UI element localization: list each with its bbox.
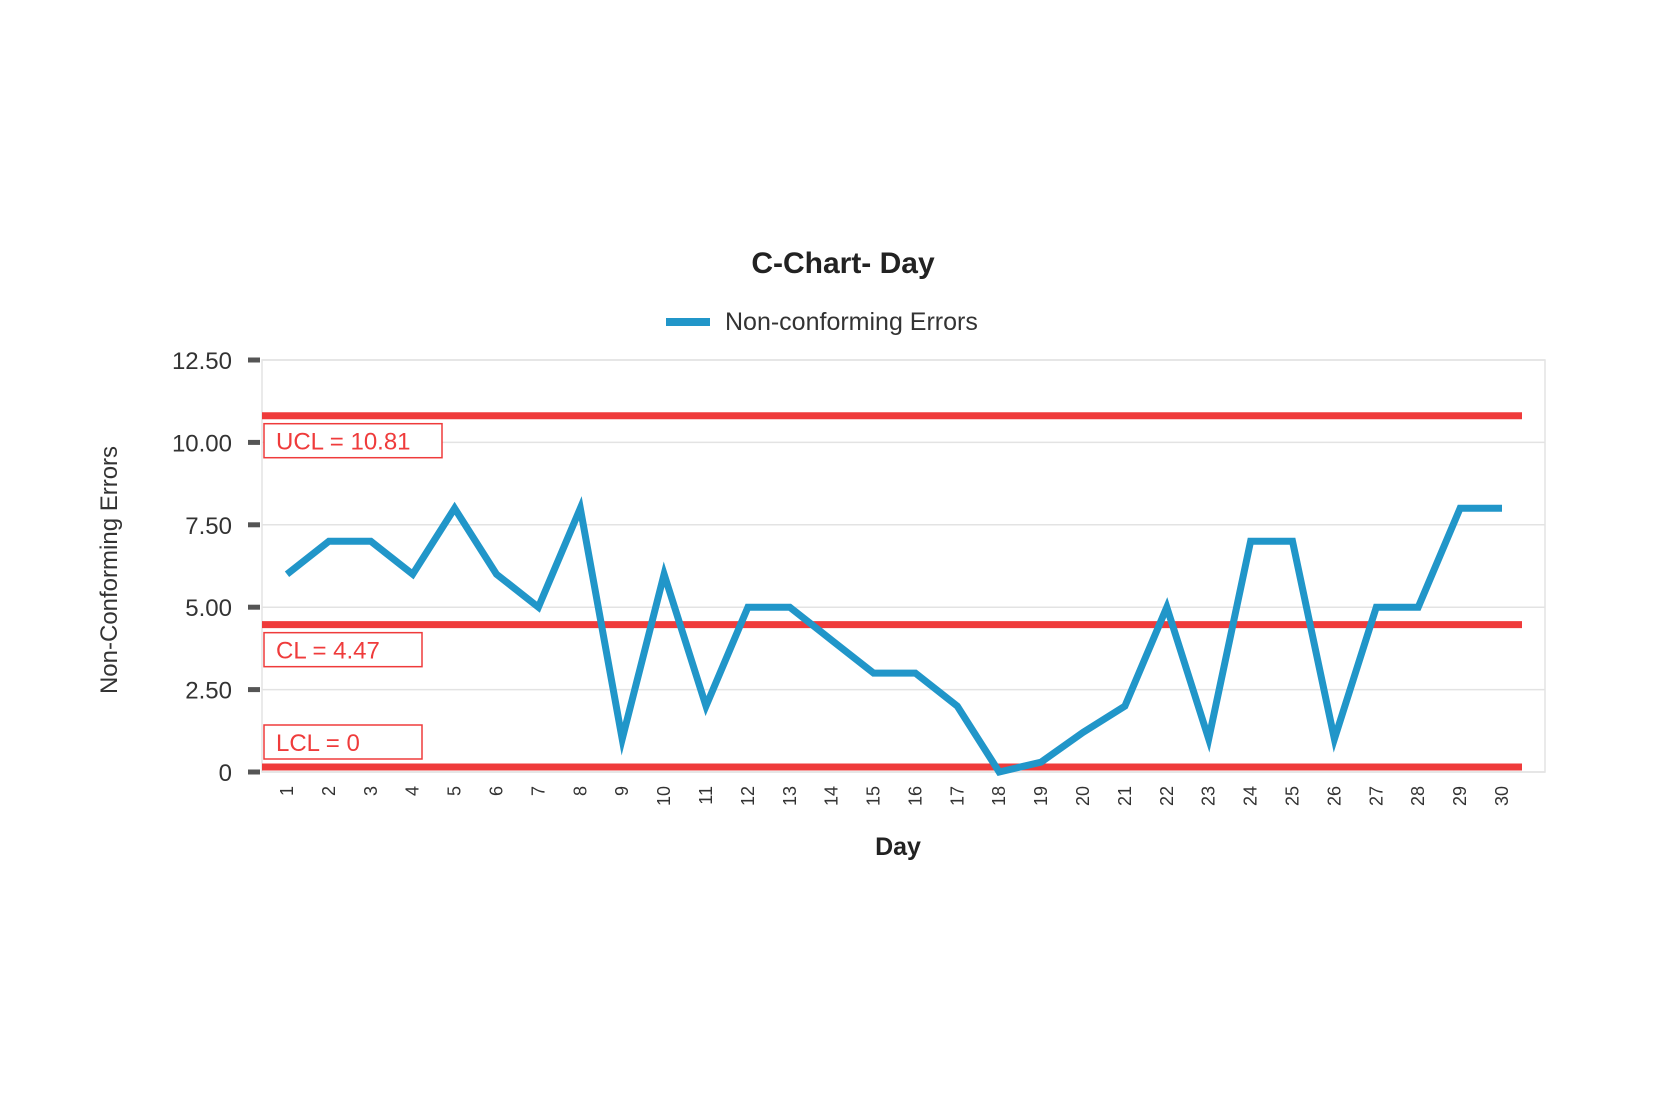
x-tick-label: 8 bbox=[570, 786, 590, 796]
x-axis-title: Day bbox=[875, 833, 921, 861]
x-tick-label: 26 bbox=[1324, 786, 1344, 806]
control-label-box bbox=[263, 631, 423, 668]
y-axis: 0 2.50 5.00 7.50 10.00 12.50 bbox=[172, 348, 260, 787]
legend-label: Non-conforming Errors bbox=[725, 308, 978, 336]
x-tick-label: 27 bbox=[1366, 786, 1386, 806]
legend-swatch bbox=[666, 318, 710, 326]
x-tick-label: 2 bbox=[319, 786, 339, 796]
y-tick-label: 0 bbox=[219, 760, 232, 787]
x-tick-label: 28 bbox=[1408, 786, 1428, 806]
control-label: UCL = 10.81 bbox=[276, 429, 411, 456]
control-label-box bbox=[263, 422, 443, 459]
x-tick-label: 24 bbox=[1241, 786, 1261, 806]
x-tick-label: 20 bbox=[1073, 786, 1093, 806]
x-tick-label: 22 bbox=[1157, 786, 1177, 806]
x-axis: 1 2 3 4 5 6 7 8 9 10 11 12 13 14 15 16 17 18 19 20 21 22 23 24 2… bbox=[277, 786, 1512, 806]
x-tick-label: 5 bbox=[445, 786, 465, 796]
x-tick-label: 23 bbox=[1199, 786, 1219, 806]
y-tick-label: 7.50 bbox=[185, 513, 232, 540]
y-tick-label: 5.00 bbox=[185, 595, 232, 622]
x-tick-label: 12 bbox=[738, 786, 758, 806]
y-axis-title: Non-Conforming Errors bbox=[96, 446, 123, 694]
y-tick-label: 2.50 bbox=[185, 678, 232, 705]
x-tick-label: 4 bbox=[403, 786, 423, 796]
plot-area bbox=[261, 359, 1546, 773]
x-tick-label: 17 bbox=[947, 786, 967, 806]
x-tick-label: 25 bbox=[1283, 786, 1303, 806]
x-tick-label: 3 bbox=[361, 786, 381, 796]
x-tick-label: 30 bbox=[1492, 786, 1512, 806]
x-tick-label: 1 bbox=[277, 786, 297, 796]
series-line bbox=[284, 496, 1502, 776]
legend: Non-conforming Errors bbox=[666, 308, 978, 336]
plot-border bbox=[261, 359, 1546, 773]
x-tick-label: 9 bbox=[612, 786, 632, 796]
x-tick-label: 6 bbox=[486, 786, 506, 796]
control-label-box bbox=[263, 724, 423, 760]
x-tick-label: 29 bbox=[1450, 786, 1470, 806]
gridlines bbox=[262, 359, 1545, 773]
series-non-conforming-errors bbox=[284, 496, 1503, 776]
x-tick-label: 7 bbox=[528, 786, 548, 796]
x-tick-label: 15 bbox=[864, 786, 884, 806]
control-label: CL = 4.47 bbox=[276, 638, 380, 665]
x-tick-label: 21 bbox=[1115, 786, 1135, 806]
y-tick-label: 12.50 bbox=[172, 348, 232, 375]
control-label: LCL = 0 bbox=[276, 730, 360, 757]
x-tick-label: 14 bbox=[822, 786, 842, 806]
x-tick-label: 11 bbox=[696, 786, 716, 805]
x-tick-label: 16 bbox=[905, 786, 925, 806]
x-tick-label: 10 bbox=[654, 786, 674, 806]
y-tick-label: 10.00 bbox=[172, 430, 232, 457]
x-tick-label: 19 bbox=[1031, 786, 1051, 806]
x-tick-label: 13 bbox=[780, 786, 800, 806]
x-tick-label: 18 bbox=[989, 786, 1009, 806]
chart-title: C-Chart- Day bbox=[751, 247, 935, 280]
control-limits: UCL = 10.81 CL = 4.47 LCL = 0 bbox=[262, 412, 1522, 771]
